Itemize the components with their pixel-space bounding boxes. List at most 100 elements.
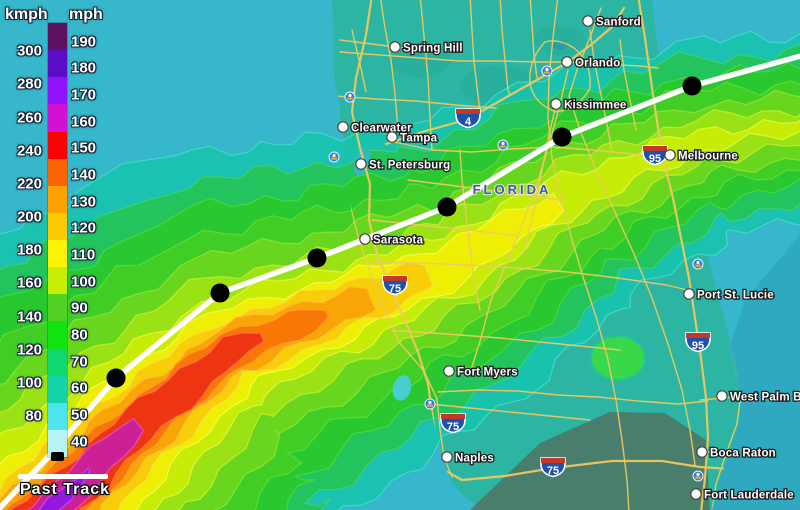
city-label: Fort Myers <box>457 367 518 379</box>
city-label: Naples <box>455 453 494 465</box>
city-label: Fort Lauderdale <box>704 490 794 502</box>
interstate-shield-75: 75 <box>382 275 408 296</box>
city-dot <box>386 131 398 143</box>
state-label: FLORIDA <box>473 182 552 197</box>
colorbar-segment-2 <box>48 77 67 105</box>
kmph-tick-280: 280 <box>16 75 42 93</box>
kmph-scale-header: kmph <box>5 6 48 23</box>
city-dot <box>441 451 453 463</box>
everglades-region <box>470 412 710 510</box>
mph-tick-160: 160 <box>71 113 97 131</box>
mph-tick-50: 50 <box>71 406 88 424</box>
city-dot <box>690 488 702 500</box>
kmph-tick-180: 180 <box>16 241 42 259</box>
kmph-tick-260: 260 <box>16 109 42 127</box>
wind-speed-colorbar <box>48 23 67 457</box>
mph-tick-140: 140 <box>71 166 97 184</box>
colorbar-segment-8 <box>48 240 67 268</box>
storm-track <box>0 53 800 510</box>
city-dot <box>683 288 695 300</box>
charlotte-harbor <box>392 375 412 401</box>
shield-number: 75 <box>547 465 559 477</box>
mph-tick-130: 130 <box>71 193 97 211</box>
airport-icon <box>541 65 553 77</box>
city-dot <box>443 365 455 377</box>
colorbar-segment-9 <box>48 267 67 295</box>
city-dot <box>696 446 708 458</box>
colorbar-segment-5 <box>48 158 67 186</box>
shield-number: 75 <box>447 421 459 433</box>
city-dot <box>550 98 562 110</box>
city-dot <box>664 149 676 161</box>
colorbar-segment-10 <box>48 294 67 322</box>
track-position-dot <box>210 283 230 303</box>
kmph-tick-120: 120 <box>16 341 42 359</box>
mph-scale-header: mph <box>69 6 103 23</box>
kmph-tick-240: 240 <box>16 142 42 160</box>
city-marker-spring-hill: Spring Hill <box>389 41 464 56</box>
track-position-dot <box>437 197 457 217</box>
kmph-tick-100: 100 <box>16 374 42 392</box>
city-marker-clearwater: Clearwater <box>337 121 413 136</box>
colorbar-segment-3 <box>48 104 67 132</box>
airport-icon <box>692 470 704 482</box>
lake-okeechobee <box>590 335 646 381</box>
mph-tick-70: 70 <box>71 353 88 371</box>
colorbar-end-tip <box>51 452 64 461</box>
mph-tick-100: 100 <box>71 273 97 291</box>
interstate-shield-4: 4 <box>455 108 481 129</box>
city-dot <box>716 390 728 402</box>
colorbar-segment-14 <box>48 402 67 430</box>
shield-number: 95 <box>692 340 704 352</box>
airport-icon <box>344 91 356 103</box>
city-label: Kissimmee <box>564 100 627 112</box>
city-dot <box>359 233 371 245</box>
city-label: Sanford <box>596 17 641 29</box>
colorbar-segment-1 <box>48 50 67 78</box>
city-marker-west-palm-beach: West Palm Beach <box>716 390 800 405</box>
city-label: West Palm Beach <box>730 392 800 404</box>
city-marker-kissimmee: Kissimmee <box>550 98 628 113</box>
colorbar-segment-4 <box>48 131 67 159</box>
airport-icon <box>497 139 509 151</box>
kmph-tick-160: 160 <box>16 274 42 292</box>
city-dot <box>337 121 349 133</box>
shield-number: 95 <box>649 153 661 165</box>
city-marker-boca-raton: Boca Raton <box>696 446 777 461</box>
interstate-shield-95: 95 <box>685 332 711 353</box>
mph-tick-40: 40 <box>71 433 88 451</box>
city-marker-orlando: Orlando <box>561 56 622 71</box>
mph-tick-90: 90 <box>71 299 88 317</box>
colorbar-segment-7 <box>48 212 67 240</box>
mph-tick-60: 60 <box>71 379 88 397</box>
city-dot <box>561 56 573 68</box>
interstate-shield-75: 75 <box>440 413 466 434</box>
mph-tick-120: 120 <box>71 219 97 237</box>
colorbar-segment-12 <box>48 348 67 376</box>
city-label: Orlando <box>575 58 621 70</box>
swath-band-160mph-magenta <box>26 417 145 510</box>
colorbar-segment-0 <box>48 23 67 51</box>
kmph-tick-80: 80 <box>25 407 42 425</box>
colorbar-segment-13 <box>48 375 67 403</box>
city-label: Melbourne <box>678 151 738 163</box>
city-marker-naples: Naples <box>441 451 495 466</box>
colorbar-segment-6 <box>48 185 67 213</box>
interstate-shield-95: 95 <box>642 145 668 166</box>
city-marker-fort-lauderdale: Fort Lauderdale <box>690 488 795 503</box>
city-label: Spring Hill <box>403 43 463 55</box>
shield-number: 75 <box>389 283 401 295</box>
city-label: Port St. Lucie <box>697 290 774 302</box>
kmph-tick-140: 140 <box>16 308 42 326</box>
past-track-legend-label: Past Track <box>20 481 111 498</box>
mph-tick-180: 180 <box>71 59 97 77</box>
mph-tick-190: 190 <box>71 33 97 51</box>
interstate-shields: 4 75 75 75 95 95 <box>382 108 711 478</box>
city-marker-tampa: Tampa <box>386 131 439 146</box>
city-marker-st-petersburg: St. Petersburg <box>355 158 452 173</box>
city-label: St. Petersburg <box>369 160 450 172</box>
city-marker-sanford: Sanford <box>582 15 642 30</box>
city-marker-sarasota: Sarasota <box>359 233 425 248</box>
